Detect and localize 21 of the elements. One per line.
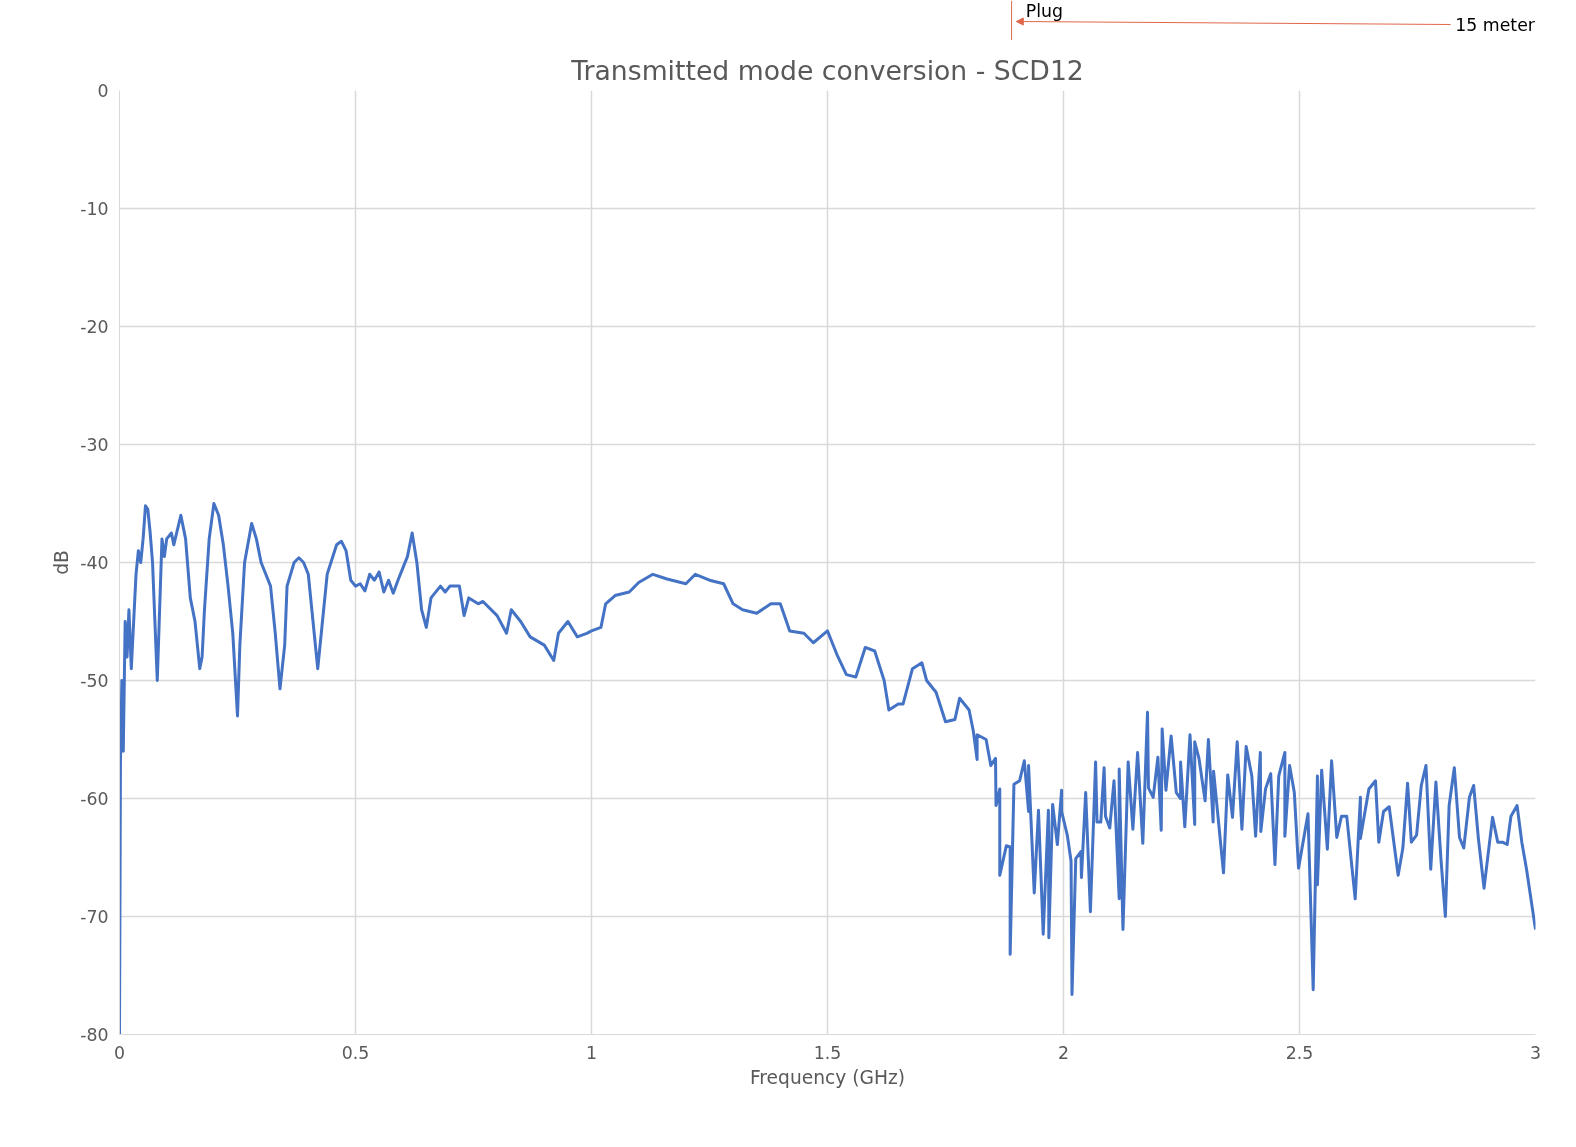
- x-axis-title: Frequency (GHz): [749, 1066, 906, 1088]
- x-tick-label: 2: [1057, 1042, 1070, 1063]
- y-axis-title: dB: [51, 550, 73, 575]
- text: 15 meter: [1455, 14, 1536, 35]
- x-tick-label: 0.5: [341, 1042, 370, 1063]
- y-tick-label: -20: [80, 317, 109, 337]
- y-tick-label: -70: [80, 907, 109, 927]
- y-tick-label: -50: [80, 671, 109, 691]
- chart-title: Transmitted mode conversion - SCD12: [570, 54, 1084, 86]
- y-tick-label: -60: [80, 789, 109, 809]
- x-tick-label: 3: [1529, 1042, 1542, 1063]
- x-tick-label: 0: [113, 1042, 126, 1063]
- y-tick-label: -40: [80, 553, 109, 573]
- text: Plug: [1025, 0, 1063, 21]
- y-tick-label: -80: [80, 1025, 109, 1045]
- y-tick-label: -30: [80, 435, 109, 455]
- y-tick-label: -10: [80, 199, 109, 219]
- x-tick-label: 1: [585, 1042, 598, 1063]
- x-tick-label: 2.5: [1285, 1042, 1314, 1063]
- y-tick-label: 0: [97, 81, 109, 101]
- x-tick-label: 1.5: [813, 1042, 842, 1063]
